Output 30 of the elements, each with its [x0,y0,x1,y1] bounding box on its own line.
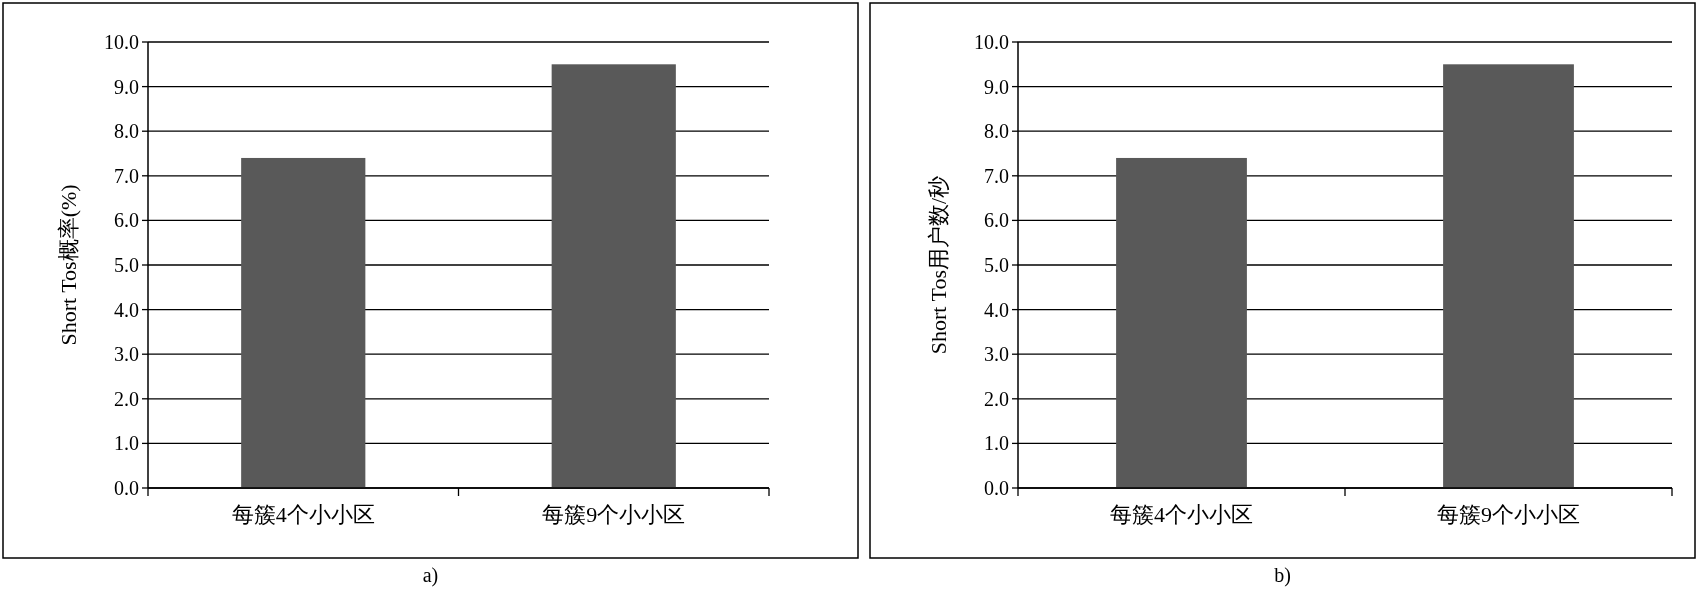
y-tick-label: 10.0 [974,31,1009,53]
y-tick-label: 7.0 [114,164,139,187]
x-tick-label: 每簇9个小小区 [1437,502,1580,527]
y-axis-title: Short Tos用户数/秒 [926,175,951,355]
y-tick-label: 4.0 [114,298,139,321]
text: a) [422,564,439,587]
y-tick-label: 9.0 [984,75,1009,98]
y-tick-label: 3.0 [984,343,1009,366]
y-tick-label: 2.0 [984,387,1009,410]
y-axis-title: Short Tos概率(%) [56,184,81,346]
y-tick-label: 7.0 [984,164,1009,187]
y-tick-label: 8.0 [984,120,1009,143]
y-tick-label: 8.0 [114,120,139,143]
x-tick-label: 每簇4个小小区 [231,502,375,527]
x-tick-label: 每簇4个小小区 [1110,502,1253,527]
y-tick-label: 6.0 [114,209,139,232]
y-tick-label: 5.0 [984,254,1009,276]
y-tick-label: 2.0 [114,387,139,410]
y-tick-label: 4.0 [984,298,1009,321]
y-tick-label: 5.0 [114,254,139,276]
y-tick-label: 1.0 [984,432,1009,455]
y-tick-label: 0.0 [984,477,1009,499]
y-tick-label: 9.0 [114,75,139,98]
y-tick-label: 0.0 [114,477,139,499]
y-tick-label: 1.0 [114,432,139,455]
y-tick-label: 3.0 [114,343,139,366]
y-tick-label: 6.0 [984,209,1009,232]
y-tick-label: 10.0 [104,31,139,53]
x-tick-label: 每簇9个小小区 [542,502,686,527]
text: b) [1274,564,1291,587]
